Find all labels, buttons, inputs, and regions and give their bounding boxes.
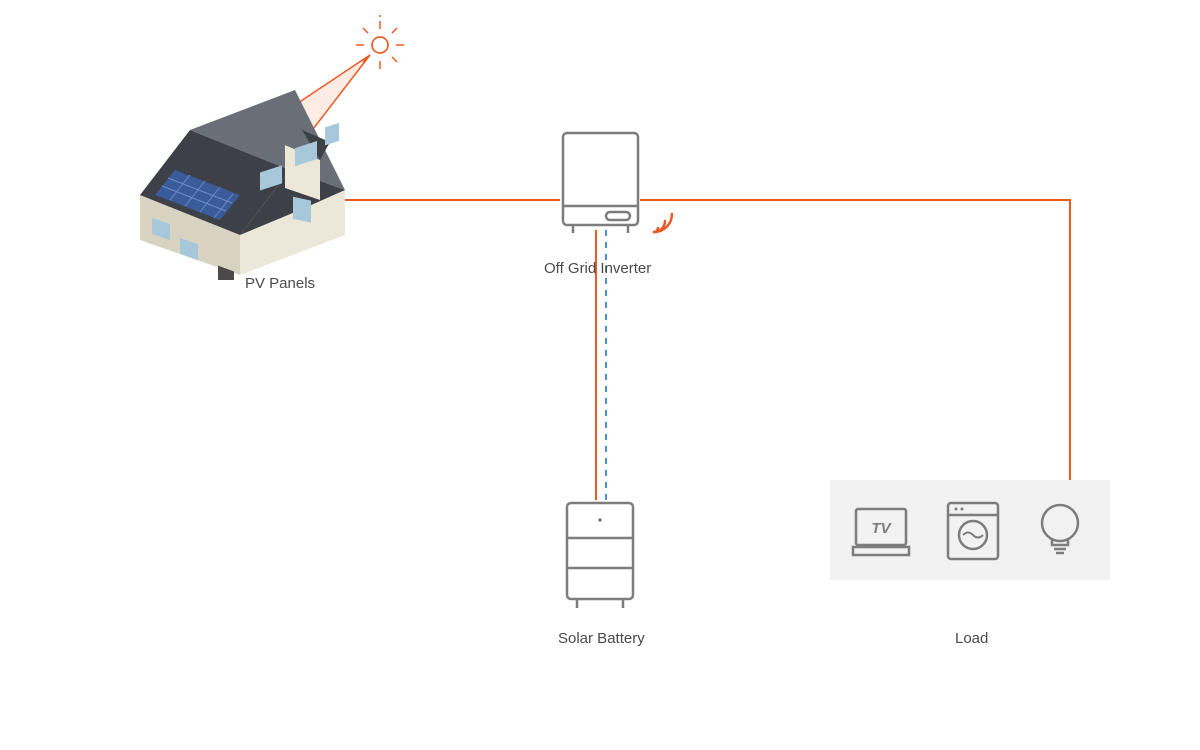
tv-icon: TV — [848, 495, 918, 565]
inverter-icon — [558, 128, 648, 238]
tv-text: TV — [871, 520, 892, 537]
diagram-canvas: TV PV Panels Off Grid Inverter Solar Bat… — [0, 0, 1200, 750]
washing-machine-icon — [938, 495, 1008, 565]
edge-inverter-load — [640, 200, 1070, 480]
bulb-icon — [1030, 495, 1090, 565]
battery-icon — [562, 498, 642, 613]
house-icon — [120, 60, 360, 280]
wireless-icon — [650, 210, 680, 240]
inverter-label: Off Grid Inverter — [544, 260, 651, 277]
battery-label: Solar Battery — [558, 630, 645, 647]
pv-panels-label: PV Panels — [245, 275, 315, 292]
load-label: Load — [955, 630, 988, 647]
